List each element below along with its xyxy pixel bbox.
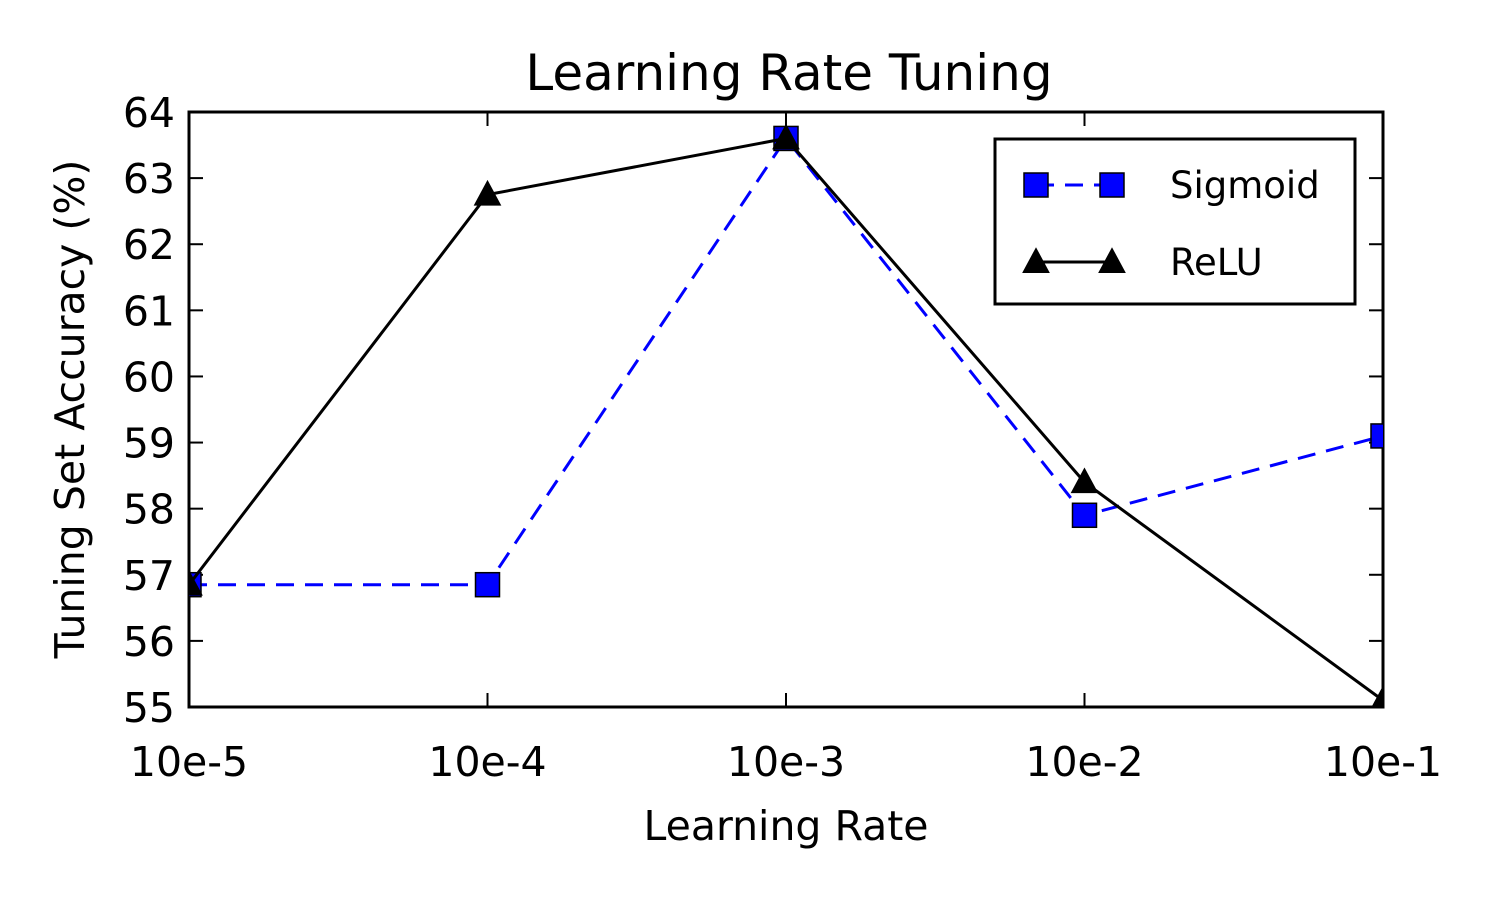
y-tick-label: 57 [123, 552, 175, 600]
x-tick-label: 10e-1 [1324, 738, 1442, 786]
y-tick-label: 55 [123, 684, 175, 732]
plot-area [187, 110, 1385, 709]
series-relu [189, 123, 1383, 707]
y-tick-label: 60 [123, 353, 175, 401]
y-tick-label: 61 [123, 287, 175, 335]
x-axis-tick-labels: 10e-5 10e-4 10e-3 10e-2 10e-1 [130, 738, 1442, 786]
x-axis-label: Learning Rate [643, 802, 928, 850]
data-point [772, 123, 800, 150]
legend-item-sigmoid: Sigmoid [1023, 164, 1320, 207]
data-point [1370, 423, 1383, 449]
x-tick-label: 10e-2 [1025, 738, 1143, 786]
data-point [473, 179, 502, 206]
y-tick-label: 64 [123, 89, 175, 137]
x-tick-label: 10e-4 [428, 738, 546, 786]
legend-item-relu: ReLU [1022, 241, 1263, 284]
legend-marker [1023, 172, 1049, 198]
data-point [474, 571, 501, 598]
legend: Sigmoid ReLU [993, 137, 1357, 306]
y-tick-label: 63 [123, 155, 175, 203]
y-tick-label: 59 [123, 420, 175, 468]
legend-marker [1098, 247, 1126, 273]
y-axis-label: Tuning Set Accuracy (%) [46, 160, 94, 660]
y-tick-label: 56 [123, 618, 175, 666]
y-axis-tick-labels: 55 56 57 58 59 60 61 62 63 64 [123, 89, 175, 732]
x-tick-label: 10e-3 [727, 738, 845, 786]
x-tick-label: 10e-5 [130, 738, 248, 786]
legend-label: Sigmoid [1170, 164, 1320, 207]
legend-label: ReLU [1170, 241, 1263, 284]
data-point [1070, 467, 1099, 494]
data-point [1371, 685, 1383, 707]
legend-marker [1099, 172, 1125, 198]
data-point [189, 569, 203, 596]
series-layer [189, 123, 1383, 707]
chart-title: Learning Rate Tuning [525, 44, 1052, 102]
legend-frame [993, 137, 1357, 306]
y-tick-label: 58 [123, 486, 175, 534]
legend-marker [1022, 247, 1050, 273]
legend-items: Sigmoid ReLU [1022, 164, 1320, 284]
data-point [1071, 502, 1098, 529]
y-tick-label: 62 [123, 221, 175, 269]
